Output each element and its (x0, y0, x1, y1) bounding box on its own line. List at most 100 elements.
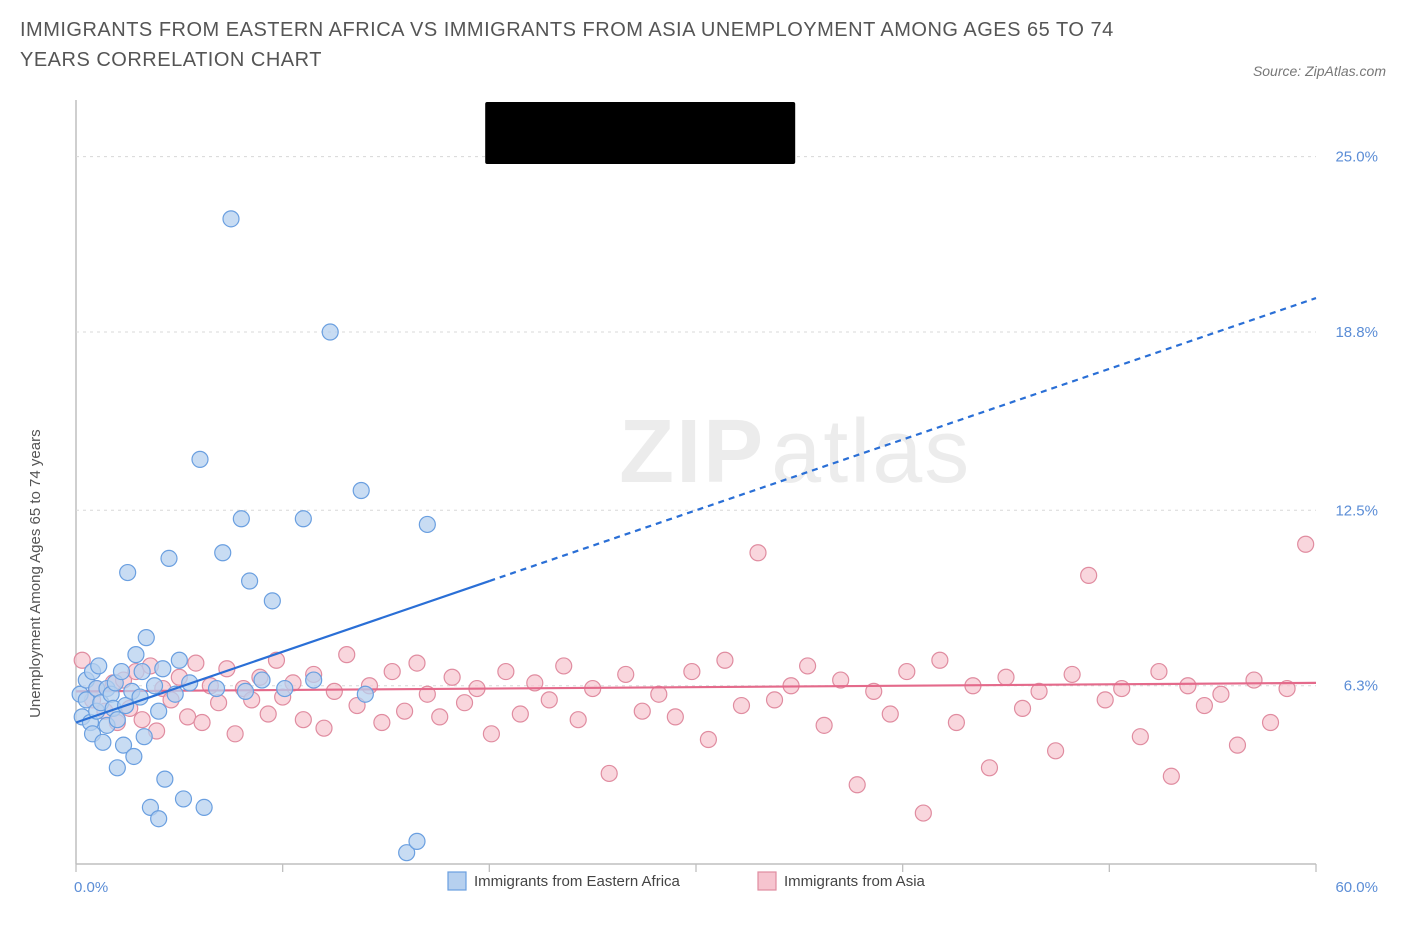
data-point (374, 715, 390, 731)
data-point (1180, 678, 1196, 694)
data-point (816, 717, 832, 733)
data-point (733, 698, 749, 714)
legend-label: Immigrants from Asia (784, 873, 926, 890)
data-point (155, 661, 171, 677)
data-point (277, 681, 293, 697)
data-point (209, 681, 225, 697)
data-point (409, 833, 425, 849)
data-point (192, 451, 208, 467)
data-point (634, 703, 650, 719)
y-tick-label: 25.0% (1335, 149, 1378, 166)
y-tick-label: 18.8% (1335, 324, 1378, 341)
data-point (1064, 666, 1080, 682)
data-point (800, 658, 816, 674)
data-point (295, 712, 311, 728)
data-point (915, 805, 931, 821)
data-point (981, 760, 997, 776)
data-point (618, 666, 634, 682)
data-point (339, 647, 355, 663)
data-point (171, 652, 187, 668)
data-point (700, 731, 716, 747)
y-axis-title: Unemployment Among Ages 65 to 74 years (27, 429, 44, 718)
data-point (138, 630, 154, 646)
data-point (227, 726, 243, 742)
data-point (1196, 698, 1212, 714)
data-point (948, 715, 964, 731)
data-point (295, 511, 311, 527)
data-point (322, 324, 338, 340)
data-point (306, 672, 322, 688)
data-point (161, 550, 177, 566)
watermark: ZIPatlas (619, 402, 971, 502)
data-point (151, 703, 167, 719)
data-point (151, 811, 167, 827)
data-point (899, 664, 915, 680)
data-point (95, 734, 111, 750)
data-point (175, 791, 191, 807)
data-point (194, 715, 210, 731)
data-point (215, 545, 231, 561)
data-point (409, 655, 425, 671)
bottom-legend: Immigrants from Eastern AfricaImmigrants… (448, 872, 926, 890)
data-point (684, 664, 700, 680)
data-point (882, 706, 898, 722)
data-point (196, 799, 212, 815)
data-point (147, 678, 163, 694)
data-point (512, 706, 528, 722)
series-immigrants-from-eastern-africa (72, 211, 1316, 861)
data-point (483, 726, 499, 742)
data-point (237, 683, 253, 699)
data-point (601, 765, 617, 781)
scatter-chart: 6.3% 12.5% 18.8% 25.0% 0.0% 60.0% Unemployment… (18, 90, 1388, 912)
data-point (750, 545, 766, 561)
data-point (541, 692, 557, 708)
data-point (1151, 664, 1167, 680)
data-point (419, 516, 435, 532)
data-point (120, 565, 136, 581)
data-point (1097, 692, 1113, 708)
data-point (1263, 715, 1279, 731)
data-point (326, 683, 342, 699)
data-point (353, 482, 369, 498)
data-point (1132, 729, 1148, 745)
data-point (91, 658, 107, 674)
data-point (1213, 686, 1229, 702)
data-point (932, 652, 948, 668)
data-point (260, 706, 276, 722)
data-point (849, 777, 865, 793)
x-start-label: 0.0% (74, 879, 108, 896)
data-point (1163, 768, 1179, 784)
data-point (233, 511, 249, 527)
data-point (316, 720, 332, 736)
data-point (254, 672, 270, 688)
x-end-label: 60.0% (1335, 879, 1378, 896)
data-point (264, 593, 280, 609)
y-tick-label: 12.5% (1335, 502, 1378, 519)
data-point (767, 692, 783, 708)
data-point (1246, 672, 1262, 688)
legend-swatch (758, 872, 776, 890)
data-point (432, 709, 448, 725)
data-point (242, 573, 258, 589)
data-point (1298, 536, 1314, 552)
data-point (1114, 681, 1130, 697)
data-point (134, 664, 150, 680)
data-point (126, 748, 142, 764)
data-point (717, 652, 733, 668)
data-point (556, 658, 572, 674)
data-point (136, 729, 152, 745)
data-point (667, 709, 683, 725)
data-point (109, 712, 125, 728)
data-point (384, 664, 400, 680)
data-point (157, 771, 173, 787)
data-point (444, 669, 460, 685)
data-point (1048, 743, 1064, 759)
data-point (1081, 567, 1097, 583)
data-point (1015, 700, 1031, 716)
data-point (357, 686, 373, 702)
data-point (188, 655, 204, 671)
y-tick-label: 6.3% (1344, 678, 1378, 695)
data-point (498, 664, 514, 680)
data-point (397, 703, 413, 719)
data-point (211, 695, 227, 711)
